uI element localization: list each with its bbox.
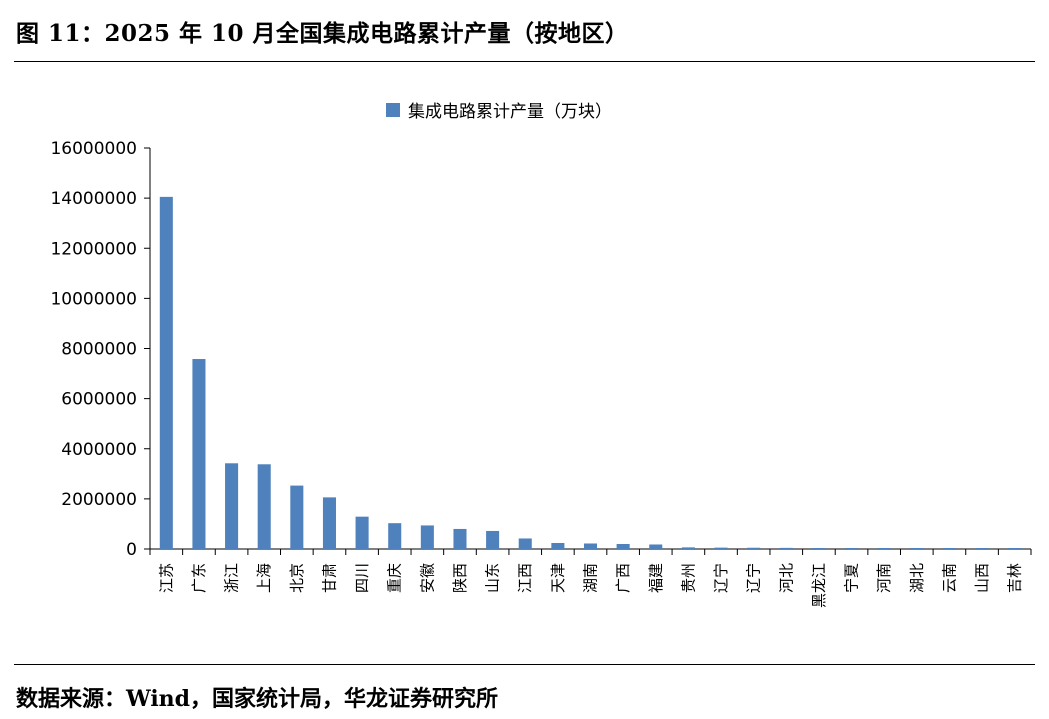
y-tick-label: 0 — [126, 540, 137, 560]
source-note: 数据来源：Wind，国家统计局，华龙证券研究所 — [16, 686, 499, 712]
x-tick-label: 北京 — [288, 563, 306, 593]
bar — [649, 544, 663, 549]
bar — [747, 547, 761, 549]
bar — [290, 485, 304, 549]
y-tick-label: 2000000 — [61, 490, 137, 510]
x-tick-label: 河北 — [777, 563, 795, 593]
x-tick-label: 浙江 — [223, 563, 241, 593]
x-tick-label: 江西 — [516, 563, 534, 593]
bar — [159, 196, 173, 549]
x-tick-label: 福建 — [647, 563, 665, 593]
x-tick-label: 上海 — [255, 563, 273, 593]
x-tick-label: 江苏 — [157, 563, 175, 593]
bar — [518, 538, 532, 549]
x-tick-label: 河南 — [875, 563, 893, 593]
bar — [225, 463, 239, 549]
bar — [975, 548, 989, 549]
y-tick-label: 4000000 — [61, 440, 137, 460]
bar — [812, 548, 826, 549]
bar — [257, 464, 271, 549]
x-tick-label: 山东 — [484, 563, 502, 593]
figure-title: 图 11：2025 年 10 月全国集成电路累计产量（按地区） — [16, 20, 629, 47]
y-tick-label: 8000000 — [61, 340, 137, 360]
x-tick-label: 宁夏 — [843, 563, 861, 593]
bars — [159, 196, 1022, 549]
legend-swatch — [386, 103, 400, 117]
bottom-rule — [14, 664, 1035, 665]
x-tick-label: 湖南 — [582, 563, 600, 593]
x-tick-label: 山西 — [973, 563, 991, 593]
bar — [322, 497, 336, 549]
y-axis: 0 2000000 4000000 6000000 8000000 10000000 120… — [50, 139, 151, 560]
chart-legend: 集成电路累计产量（万块） — [386, 102, 612, 122]
bar — [877, 548, 891, 549]
x-tick-label: 广东 — [190, 563, 208, 593]
x-tick-label: 安徽 — [418, 563, 436, 593]
x-tick-label: 广西 — [614, 563, 632, 593]
bar — [845, 548, 859, 549]
x-tick-label: 湖北 — [908, 563, 926, 593]
bar — [355, 516, 369, 549]
x-tick-label: 陕西 — [451, 563, 469, 593]
bar — [1008, 548, 1022, 549]
x-tick-label: 辽宁 — [745, 563, 763, 593]
x-tick-label: 贵州 — [679, 563, 697, 593]
x-tick-label: 四川 — [353, 563, 371, 593]
x-tick-label: 重庆 — [386, 563, 404, 593]
bar — [486, 530, 500, 549]
bar — [779, 547, 793, 549]
x-tick-label: 吉林 — [1006, 563, 1024, 593]
x-tick-label: 云南 — [940, 563, 958, 593]
y-tick-label: 12000000 — [50, 239, 137, 259]
y-tick-label: 6000000 — [61, 390, 137, 410]
bar — [616, 543, 630, 549]
bar — [453, 528, 467, 549]
bar — [714, 547, 728, 549]
x-tick-label: 黑龙江 — [810, 563, 828, 608]
x-tick-label: 天津 — [549, 563, 567, 593]
bar — [192, 359, 206, 549]
bar — [388, 523, 402, 549]
legend-label: 集成电路累计产量（万块） — [408, 102, 612, 122]
x-tick-label: 辽宁 — [712, 563, 730, 593]
bar — [942, 548, 956, 549]
bar — [910, 548, 924, 549]
y-tick-label: 10000000 — [50, 289, 137, 309]
bar — [583, 543, 598, 549]
y-tick-label: 14000000 — [50, 189, 137, 209]
y-tick-label: 16000000 — [50, 139, 137, 159]
top-rule — [14, 61, 1035, 62]
x-axis: 江苏 广东 浙江 上海 北京 甘肃 四川 重庆 安徽 陕西 山东 江西 天津 湖南 广西 福建 贵州 辽宁 辽宁 河北… — [149, 548, 1032, 608]
bar — [551, 542, 565, 549]
bar — [681, 547, 695, 549]
x-tick-label: 甘肃 — [320, 563, 338, 593]
bar — [420, 525, 434, 549]
